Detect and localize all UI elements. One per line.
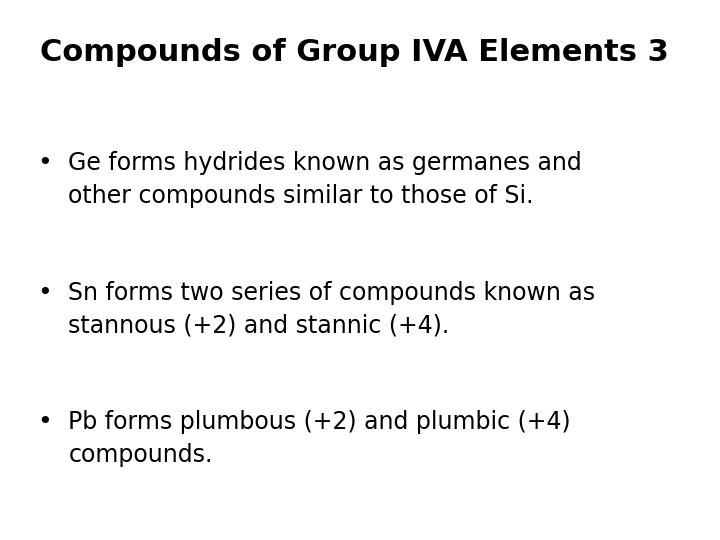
- Text: Sn forms two series of compounds known as
stannous (+2) and stannic (+4).: Sn forms two series of compounds known a…: [68, 281, 595, 338]
- Text: Compounds of Group IVA Elements 3: Compounds of Group IVA Elements 3: [40, 38, 668, 67]
- Text: •: •: [37, 410, 52, 434]
- Text: Pb forms plumbous (+2) and plumbic (+4)
compounds.: Pb forms plumbous (+2) and plumbic (+4) …: [68, 410, 571, 467]
- Text: Ge forms hydrides known as germanes and
other compounds similar to those of Si.: Ge forms hydrides known as germanes and …: [68, 151, 582, 208]
- Text: •: •: [37, 281, 52, 305]
- Text: •: •: [37, 151, 52, 175]
